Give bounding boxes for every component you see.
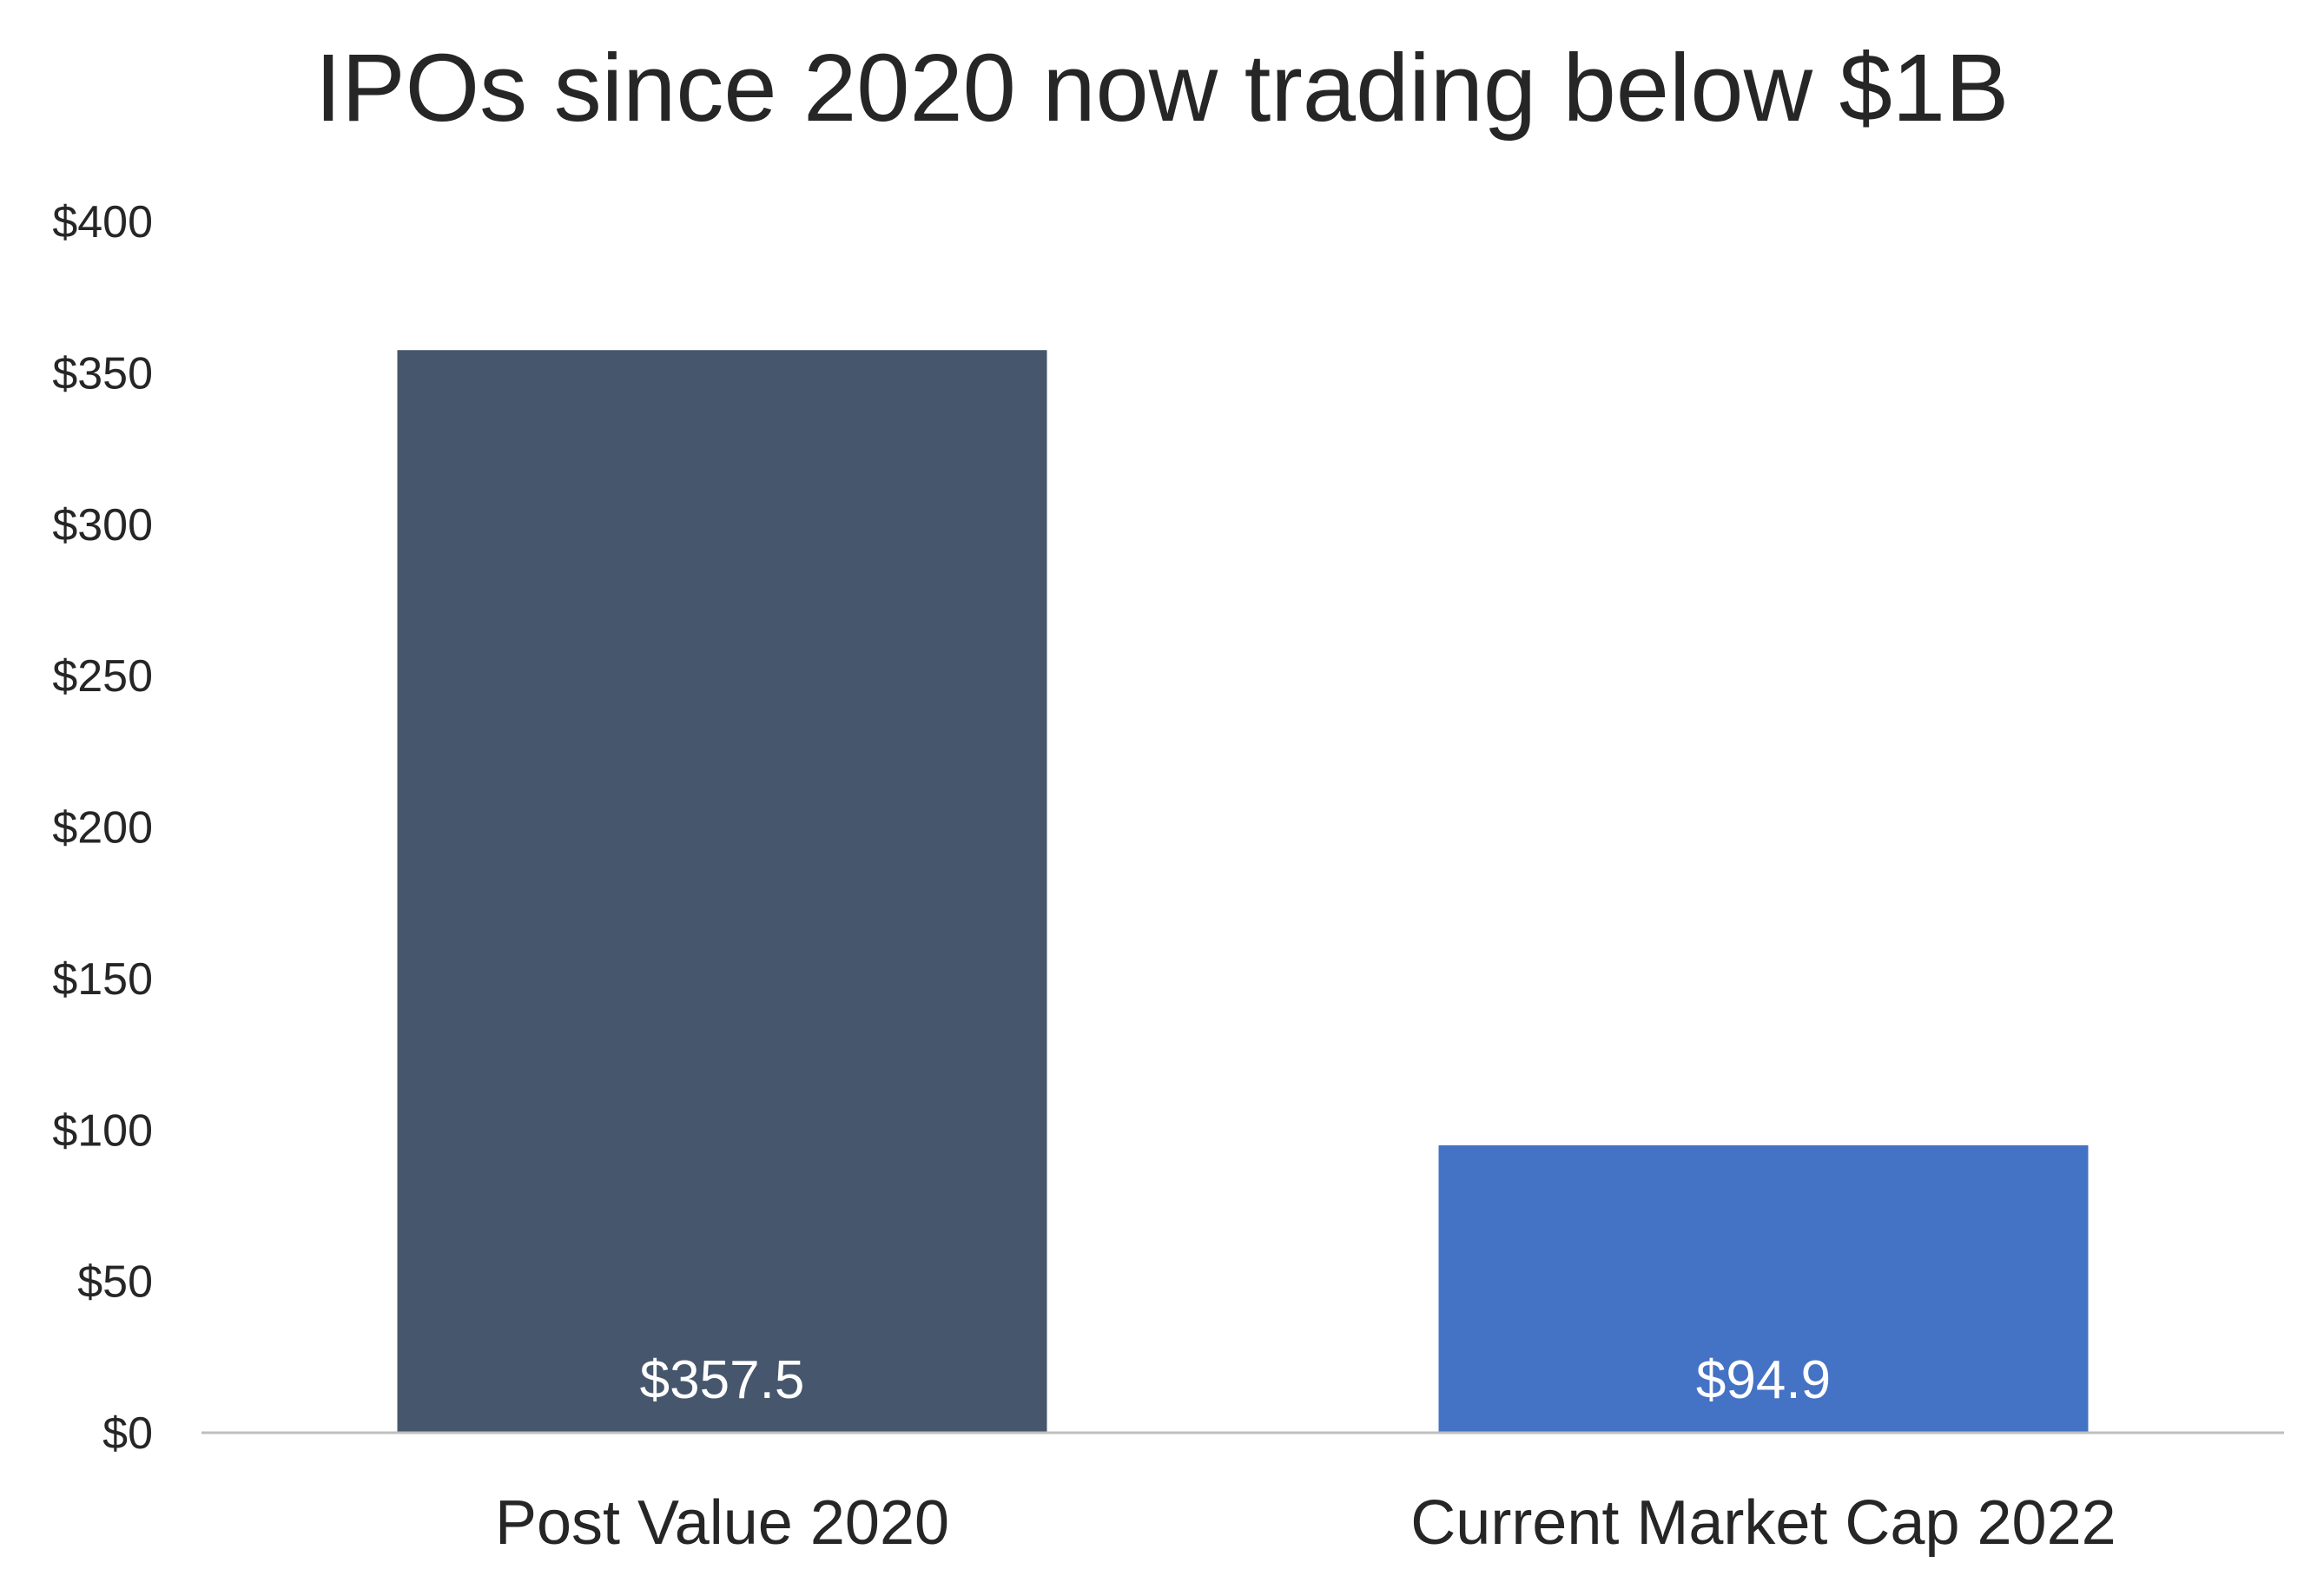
data-label: $357.5 bbox=[640, 1350, 805, 1410]
y-tick-label: $200 bbox=[52, 803, 153, 854]
y-tick-label: $0 bbox=[102, 1408, 153, 1459]
y-tick-label: $250 bbox=[52, 651, 153, 702]
bar bbox=[1438, 1145, 2089, 1433]
y-tick-label: $400 bbox=[52, 197, 153, 247]
y-tick-label: $150 bbox=[52, 954, 153, 1005]
chart-title: IPOs since 2020 now trading below $1B bbox=[314, 35, 2010, 142]
y-tick-label: $350 bbox=[52, 348, 153, 399]
y-tick-label: $300 bbox=[52, 500, 153, 551]
bar bbox=[397, 350, 1047, 1433]
data-label: $94.9 bbox=[1696, 1350, 1831, 1410]
y-tick-label: $100 bbox=[52, 1105, 153, 1156]
x-tick-label: Current Market Cap 2022 bbox=[1410, 1488, 2116, 1558]
y-tick-label: $50 bbox=[77, 1257, 153, 1308]
x-tick-label: Post Value 2020 bbox=[495, 1488, 949, 1558]
